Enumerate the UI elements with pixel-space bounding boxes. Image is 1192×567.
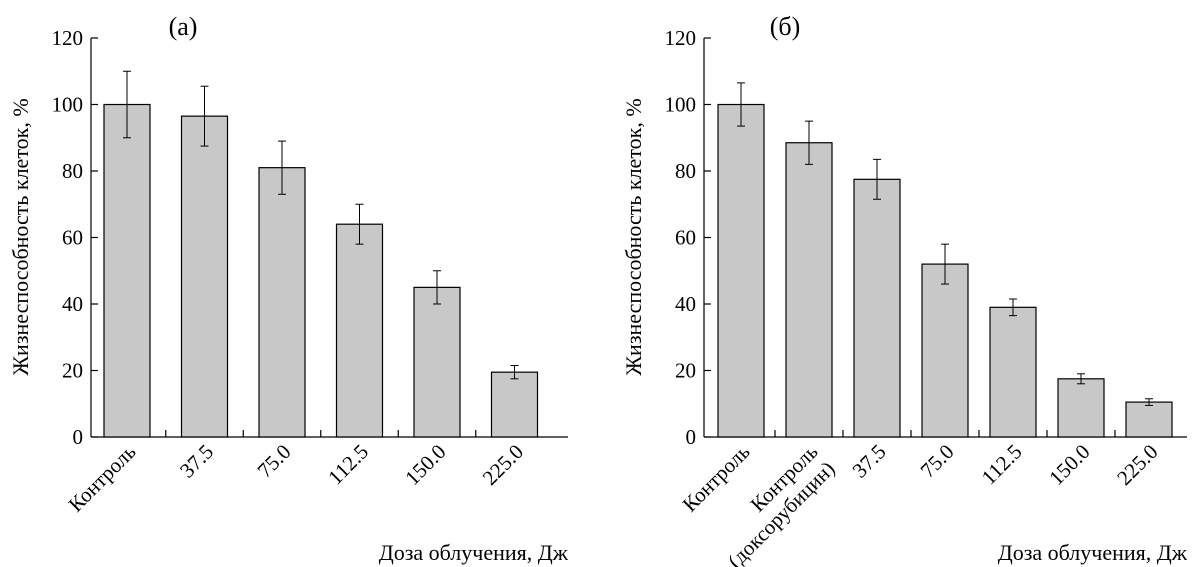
bar <box>853 178 901 438</box>
y-axis-label: Жизнеспособность клеток, % <box>621 98 646 375</box>
bar <box>180 115 229 438</box>
x-tick-label: 75.0 <box>916 440 959 483</box>
bar <box>1125 401 1173 438</box>
bar <box>1057 378 1105 438</box>
y-tick-label: 20 <box>675 359 696 383</box>
y-tick-label: 100 <box>665 93 697 117</box>
y-tick-label: 100 <box>52 93 84 117</box>
bar <box>921 263 969 438</box>
chart-panel-2: 020406080100120КонтрольКонтроль(доксоруб… <box>621 12 1188 567</box>
y-tick-label: 80 <box>62 159 83 183</box>
y-tick-label: 40 <box>675 292 696 316</box>
y-tick-label: 0 <box>686 425 697 449</box>
y-axis-label: Жизнеспособность клеток, % <box>8 98 33 375</box>
panel-label: (б) <box>770 12 801 41</box>
y-tick-label: 20 <box>62 359 83 383</box>
x-tick-label: 37.5 <box>848 440 891 483</box>
x-tick-label: 225.0 <box>1112 440 1162 490</box>
bar <box>335 223 384 438</box>
bar <box>490 371 539 438</box>
x-axis-label: Доза облучения, Дж <box>998 540 1188 565</box>
chart-panel-1: 0 20 40 60 80 100 120 Контроль 37.5 75.0 112.5 150.… <box>8 12 569 565</box>
y-tick-label: 120 <box>665 26 697 50</box>
x-tick-label: 150.0 <box>400 440 450 490</box>
bar <box>717 103 765 438</box>
x-tick-label: 112.5 <box>977 440 1027 490</box>
x-tick-label: 225.0 <box>478 440 528 490</box>
y-tick-label: 60 <box>675 226 696 250</box>
bar <box>785 142 833 438</box>
x-tick-label: 112.5 <box>323 440 373 490</box>
y-tick-label: 40 <box>62 292 83 316</box>
x-tick-label: Контроль <box>64 440 141 517</box>
y-tick-label: 80 <box>675 159 696 183</box>
bar <box>989 306 1037 438</box>
x-axis-label: Доза облучения, Дж <box>379 540 569 565</box>
x-tick-label: 37.5 <box>175 440 218 483</box>
bar <box>413 286 461 438</box>
y-tick-label: 0 <box>73 425 84 449</box>
y-tick-label: 60 <box>62 226 83 250</box>
panel-label: (а) <box>169 12 198 41</box>
x-tick-label: Контроль <box>678 440 755 517</box>
bar <box>258 167 306 438</box>
x-tick-label: 75.0 <box>253 440 296 483</box>
x-tick-label: 150.0 <box>1044 440 1094 490</box>
bar <box>103 103 151 438</box>
y-tick-label: 120 <box>52 26 84 50</box>
